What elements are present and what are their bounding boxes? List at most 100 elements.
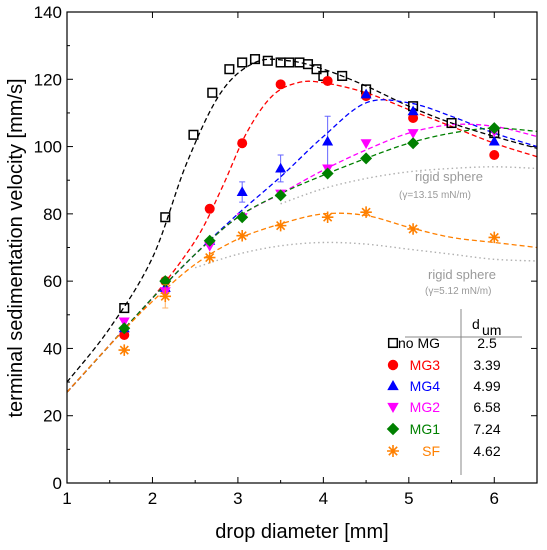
series-no-mg — [119, 54, 500, 314]
x-tick-label: 2 — [148, 489, 157, 508]
legend-header-d: d — [472, 316, 480, 332]
x-tick-label: 6 — [490, 489, 499, 508]
data-point-sf — [274, 219, 287, 232]
data-point-mg3 — [275, 79, 286, 90]
data-point-mg4 — [407, 105, 419, 116]
fit-curve-mg2 — [67, 123, 537, 393]
data-point-mg3 — [322, 75, 333, 86]
data-point-mg3 — [489, 149, 500, 160]
data-point-mg3 — [119, 329, 130, 340]
data-point-mg2 — [407, 129, 419, 139]
data-point-no-mg — [188, 129, 199, 140]
legend-dum-mg3: 3.39 — [473, 357, 500, 373]
series-sf — [118, 206, 501, 356]
data-point-mg3 — [204, 203, 215, 214]
legend-label-mg2: MG2 — [410, 399, 441, 415]
data-point-no-mg — [284, 57, 295, 68]
data-point-no-mg — [446, 117, 457, 129]
fit-curve-sf — [67, 212, 537, 393]
data-point-sf — [236, 229, 248, 242]
data-point-mg4 — [360, 88, 372, 99]
legend-label-no-mg: no MG — [398, 335, 440, 351]
data-point-no-mg — [119, 303, 130, 314]
y-tick-label: 40 — [43, 339, 62, 358]
reference-curves — [194, 166, 537, 269]
series-mg2 — [118, 127, 500, 328]
data-point-sf — [203, 251, 216, 264]
series-mg1 — [118, 122, 501, 335]
data-point-sf — [159, 290, 172, 303]
data-point-no-mg — [224, 64, 235, 75]
y-axis-title: terminal sedimentation velocity [mm/s] — [5, 78, 27, 417]
y-tick-label: 80 — [43, 205, 62, 224]
legend-marker-no-mg — [387, 337, 399, 349]
legend-label-mg3: MG3 — [410, 357, 441, 373]
y-tick-label: 140 — [34, 3, 62, 22]
x-tick-label: 1 — [62, 489, 71, 508]
legend-dum-mg2: 6.58 — [473, 399, 500, 415]
rigid-sphere-curve-1 — [280, 166, 537, 205]
y-tick-label: 20 — [43, 407, 62, 426]
data-point-no-mg — [249, 54, 261, 65]
data-point-sf — [118, 344, 131, 356]
data-point-mg3 — [237, 138, 248, 149]
data-point-mg1 — [236, 211, 249, 224]
x-tick-label: 4 — [319, 489, 328, 508]
data-point-mg1 — [274, 189, 287, 202]
data-point-no-mg — [237, 57, 248, 68]
legend: d um no MG 2.5 MG3 3.39 MG4 4.99 MG2 6.58 MG1 7.2… — [386, 309, 522, 475]
data-point-mg4 — [322, 135, 334, 146]
rigid-sphere-label-1: rigid sphere — [415, 169, 483, 184]
data-point-mg4 — [236, 186, 248, 196]
data-point-no-mg — [311, 64, 322, 75]
data-point-no-mg — [207, 87, 218, 98]
y-tick-label: 100 — [34, 138, 62, 157]
data-point-mg3 — [408, 112, 419, 123]
legend-dum-sf: 4.62 — [473, 443, 500, 459]
legend-label-mg4: MG4 — [410, 378, 441, 394]
rigid-sphere-sublabel-1: (γ=13.15 mN/m) — [399, 190, 471, 201]
data-point-mg4 — [488, 135, 500, 146]
data-point-mg1 — [321, 167, 334, 180]
legend-marker-mg4 — [387, 380, 399, 391]
annotations: rigid sphere (γ=13.15 mN/m) rigid sphere… — [399, 169, 496, 297]
data-point-mg1 — [488, 122, 501, 135]
legend-label-sf: SF — [422, 443, 440, 459]
series-mg3 — [119, 75, 500, 340]
y-tick-label: 60 — [43, 272, 62, 291]
data-point-no-mg — [337, 70, 348, 81]
data-point-no-mg — [160, 212, 171, 223]
data-point-mg1 — [118, 322, 131, 335]
rigid-sphere-sublabel-2: (γ=5.12 mN/m) — [425, 286, 491, 297]
x-tick-label: 5 — [404, 489, 413, 508]
fit-curves — [67, 58, 537, 393]
legend-marker-mg3 — [387, 359, 399, 371]
legend-dum-mg1: 7.24 — [473, 421, 500, 437]
data-markers — [118, 54, 501, 356]
legend-dum-mg4: 4.99 — [473, 378, 500, 394]
rigid-sphere-curve-2 — [194, 241, 537, 269]
data-point-sf — [321, 211, 334, 223]
y-tick-label: 0 — [53, 474, 62, 493]
x-tick-label: 3 — [233, 489, 242, 508]
x-axis-title: drop diameter [mm] — [215, 521, 388, 543]
legend-marker-mg1 — [386, 422, 400, 436]
legend-marker-mg2 — [387, 402, 399, 413]
fit-curve-no-mg — [67, 58, 537, 383]
fit-curve-mg1 — [67, 127, 537, 393]
legend-label-mg1: MG1 — [410, 421, 441, 437]
legend-marker-sf — [387, 445, 399, 457]
data-point-mg1 — [203, 234, 216, 247]
data-point-mg1 — [407, 137, 420, 150]
legend-header-sub: um — [482, 322, 501, 338]
data-point-sf — [407, 223, 419, 235]
y-tick-label: 120 — [34, 70, 62, 89]
data-point-mg2 — [360, 139, 372, 149]
data-point-sf — [360, 206, 372, 218]
legend-dum-no-mg: 2.5 — [477, 335, 497, 351]
data-point-sf — [488, 231, 501, 244]
plot-frame — [66, 11, 538, 484]
data-point-no-mg — [262, 55, 273, 66]
